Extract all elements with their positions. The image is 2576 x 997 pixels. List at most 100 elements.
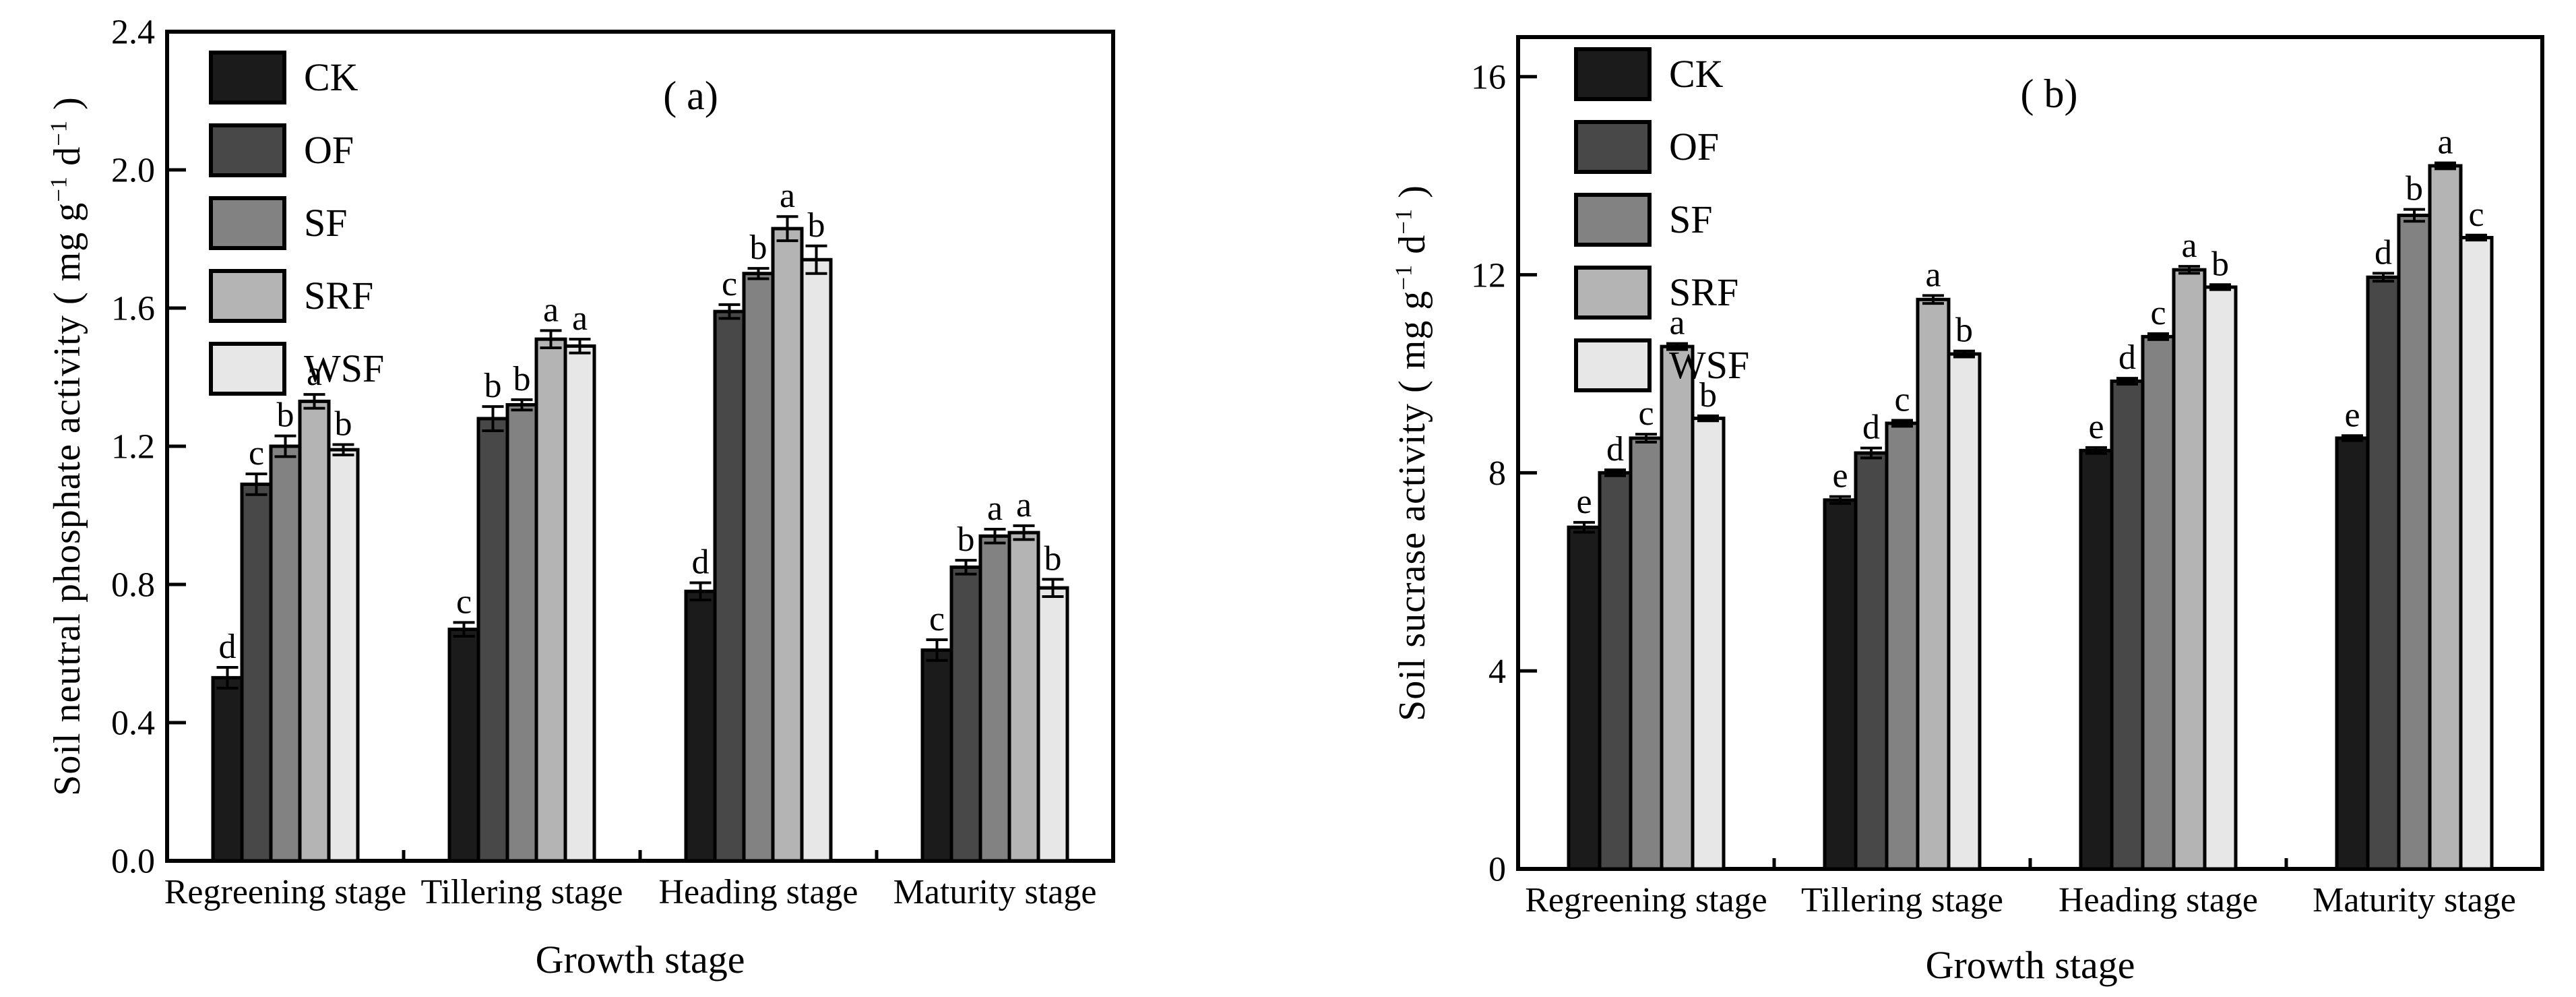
sig-letter: c xyxy=(2150,294,2166,332)
legend-b: CK OF SF SRF WSF xyxy=(1574,47,1749,411)
bar-of-1 xyxy=(1854,451,1889,871)
y-axis-title-a-suffix: ) xyxy=(46,96,88,120)
category-label: Heading stage xyxy=(2059,881,2258,919)
sig-letter: b xyxy=(1044,539,1062,578)
y-tick-label: 0.8 xyxy=(111,566,155,605)
sig-letter: d xyxy=(2118,338,2136,377)
y-axis-title-b: Soil sucrase activity ( mg g−1 d−1 ) xyxy=(1390,185,1434,721)
bar-srf-3 xyxy=(2428,164,2463,871)
sig-letter: d xyxy=(2375,233,2392,272)
y-axis-title-a-text: Soil neutral phosphate activity ( mg g xyxy=(46,202,88,796)
legend-swatch-ck xyxy=(1574,47,1652,101)
y-tick-label: 0 xyxy=(1488,851,1506,889)
sig-letter: b xyxy=(808,206,825,245)
sig-letter: e xyxy=(1832,457,1848,495)
legend-label-sf: SF xyxy=(1669,198,1713,241)
sig-letter: a xyxy=(543,291,559,329)
bar-wsf-3 xyxy=(1036,586,1069,863)
sig-letter: b xyxy=(277,396,294,435)
bar-sf-1 xyxy=(1885,421,1920,871)
bar-ck-3 xyxy=(2335,436,2370,871)
sig-letter: b xyxy=(335,404,352,443)
sig-letter: b xyxy=(1955,311,1973,350)
category-label: Regreening stage xyxy=(1525,881,1767,919)
bar-srf-2 xyxy=(2172,268,2207,871)
bar-sf-0 xyxy=(269,444,302,863)
sig-letter: a xyxy=(987,489,1003,528)
bar-ck-1 xyxy=(1823,498,1858,871)
legend-swatch-srf xyxy=(209,269,286,323)
sig-letter: c xyxy=(1894,381,1910,419)
sig-letter: a xyxy=(2437,123,2453,162)
legend-item-of: OF xyxy=(1574,120,1749,174)
category-label: Tillering stage xyxy=(421,873,623,911)
bar-wsf-1 xyxy=(563,344,596,863)
sig-letter: a xyxy=(780,177,795,215)
legend-label-srf: SRF xyxy=(304,274,374,318)
panel-a: 0.0 0.4 0.8 1.2 1.6 2.0 2.4 d c b a b Regreening sta… xyxy=(45,13,1115,981)
bar-ck-0 xyxy=(211,675,244,863)
legend-label-wsf: WSF xyxy=(304,346,385,390)
sig-letter: b xyxy=(750,229,767,267)
category-label: Heading stage xyxy=(658,873,858,911)
legend-swatch-sf xyxy=(1574,193,1652,247)
sig-letter: e xyxy=(2088,408,2104,446)
bar-sf-3 xyxy=(2397,213,2432,871)
sig-letter: c xyxy=(249,434,264,473)
y-axis-title-b-suffix: ) xyxy=(1391,185,1433,208)
legend-a: CK OF SF SRF WSF xyxy=(209,51,384,415)
y-axis-title-b-mid: d xyxy=(1391,234,1433,264)
legend-label-ck: CK xyxy=(304,55,358,99)
legend-item-ck: CK xyxy=(1574,47,1749,101)
y-tick-label: 1.2 xyxy=(111,428,155,466)
legend-label-wsf: WSF xyxy=(1669,343,1750,387)
category-label: Tillering stage xyxy=(1801,881,2003,919)
x-axis-title-a: Growth stage xyxy=(535,938,745,981)
legend-label-of: OF xyxy=(304,128,354,172)
sig-letter: b xyxy=(1699,376,1717,415)
sig-letter: a xyxy=(1669,304,1685,342)
y-axis-title-a: Soil neutral phosphate activity ( mg g −1… xyxy=(45,96,89,796)
legend-item-sf: SF xyxy=(1574,193,1749,247)
sig-letter: a xyxy=(2181,226,2197,265)
y-tick-label: 12 xyxy=(1471,256,1506,295)
bar-wsf-2 xyxy=(2203,285,2238,871)
legend-item-sf: SF xyxy=(209,196,384,250)
bar-wsf-3 xyxy=(2459,235,2494,871)
bar-srf-3 xyxy=(1007,531,1040,863)
legend-label-srf: SRF xyxy=(1669,270,1739,314)
bar-wsf-2 xyxy=(800,258,833,863)
legend-label-of: OF xyxy=(1669,125,1720,169)
sig-letter: c xyxy=(456,582,472,621)
y-axis-title-a-sup2: −1 xyxy=(45,119,72,146)
x-axis-title-b: Growth stage xyxy=(1925,943,2135,987)
bar-wsf-1 xyxy=(1947,352,1982,871)
bar-wsf-0 xyxy=(327,448,360,863)
category-label: Maturity stage xyxy=(893,873,1097,911)
legend-item-wsf: WSF xyxy=(1574,338,1749,392)
sig-letter: b xyxy=(513,360,531,398)
sig-letter: a xyxy=(1925,255,1941,294)
sig-letter: d xyxy=(219,628,237,666)
bar-ck-1 xyxy=(447,628,480,863)
sig-letter: b xyxy=(484,367,502,405)
bar-of-0 xyxy=(1598,471,1633,871)
y-tick-label: 16 xyxy=(1471,58,1506,96)
bar-srf-1 xyxy=(1916,297,1951,871)
legend-label-ck: CK xyxy=(1669,52,1724,96)
legend-swatch-sf xyxy=(209,196,286,250)
sig-letter: e xyxy=(2344,396,2360,434)
sig-letter: c xyxy=(1638,394,1654,433)
y-axis-title-b-sup1: −1 xyxy=(1390,264,1417,291)
legend-swatch-ck xyxy=(209,51,286,104)
sig-letter: e xyxy=(1576,483,1592,521)
sig-letter: a xyxy=(1016,486,1032,524)
sig-letter: a xyxy=(572,299,588,338)
panel-label-a: ( a) xyxy=(663,73,718,118)
sig-letter: a xyxy=(307,355,322,393)
bar-sf-0 xyxy=(1629,436,1664,871)
bar-of-3 xyxy=(949,565,982,863)
bar-of-2 xyxy=(713,309,746,863)
